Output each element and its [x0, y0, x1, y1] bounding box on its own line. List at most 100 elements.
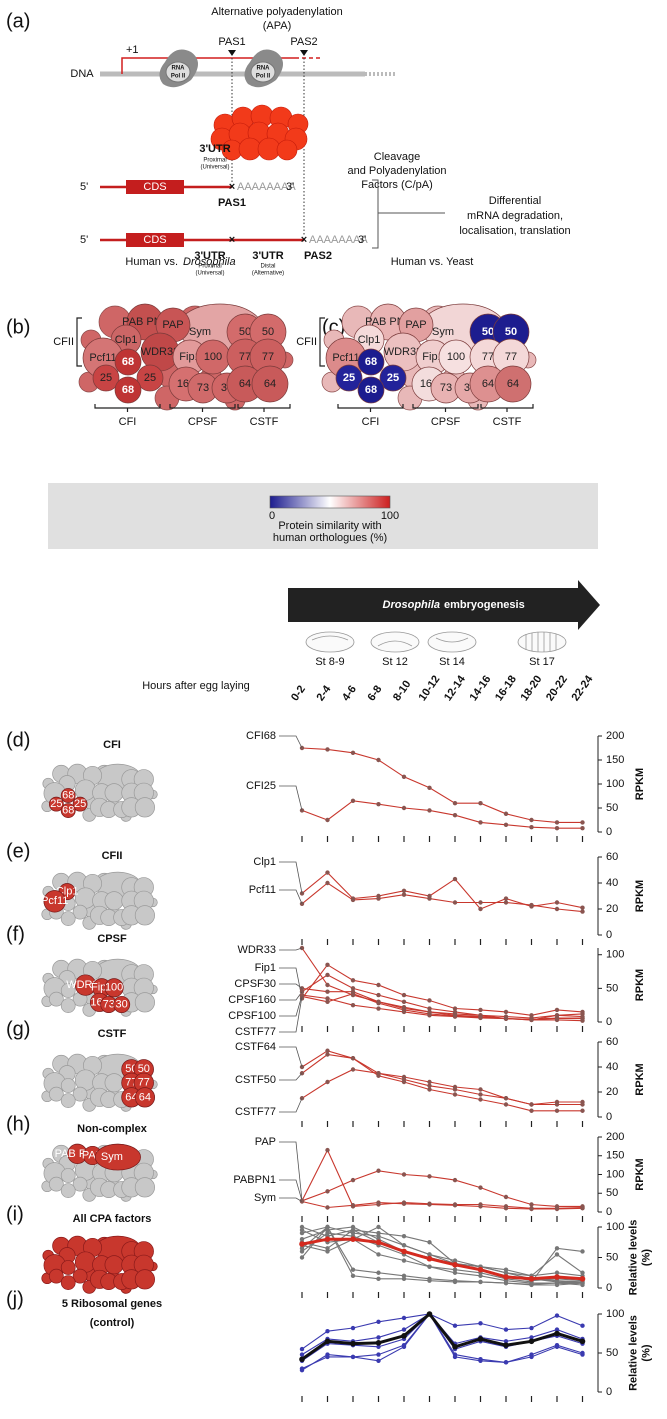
dna-label: DNA [70, 68, 94, 80]
series-line [301, 1313, 583, 1371]
data-point [503, 1102, 509, 1107]
data-point [325, 1328, 330, 1334]
data-point [529, 1335, 534, 1340]
data-point [529, 817, 534, 823]
panel-label: (j) [6, 1288, 24, 1310]
subunit-label: 50 [505, 326, 517, 338]
subunit-label: 100 [204, 351, 222, 363]
data-point [376, 1344, 381, 1349]
complex-label: CFII [53, 336, 74, 348]
data-point [325, 1052, 330, 1057]
data-point [478, 900, 483, 905]
title: Alternative polyadenylation [211, 6, 342, 18]
complex-label: CSTF [250, 416, 279, 428]
cleavage-mark: × [301, 234, 307, 246]
cartoon-subunit [104, 783, 124, 803]
y-tick-label: 40 [606, 1061, 618, 1073]
data-point [580, 1270, 585, 1275]
data-point [529, 1102, 534, 1107]
data-point [477, 1266, 484, 1273]
utr-note: Proximal [198, 264, 221, 270]
subunit-label: 77 [262, 351, 274, 363]
data-point [452, 876, 458, 882]
cartoon-label: Pcf11 [41, 895, 68, 907]
complex-subunit [494, 365, 532, 403]
series-label: WDR33 [237, 944, 276, 956]
cleavage-mark: × [229, 234, 235, 246]
series-line [301, 882, 583, 913]
cartoon-subunit [60, 1093, 76, 1108]
data-point [554, 1015, 560, 1021]
panel-title: Non-complex [77, 1123, 148, 1135]
data-point [325, 1205, 330, 1210]
cartoon-label: 25 [74, 798, 86, 810]
three-prime: 3' [358, 234, 366, 246]
hour-label: 16-18 [493, 673, 519, 703]
data-point [401, 999, 407, 1005]
cartoon-subunit [72, 1268, 88, 1284]
data-point [452, 1279, 458, 1285]
data-point [376, 1230, 381, 1236]
complex-subunit [379, 364, 407, 392]
series-line [301, 1226, 583, 1285]
data-point [529, 825, 534, 830]
cartoon-subunit [72, 1086, 88, 1102]
title: (APA) [263, 20, 292, 32]
outcome: localisation, translation [459, 225, 570, 237]
data-point [580, 1102, 585, 1107]
data-point [350, 978, 356, 983]
data-point [554, 1246, 560, 1251]
pas-label: PAS1 [218, 36, 245, 48]
panel-title: All CPA factors [73, 1213, 152, 1225]
colorbar-label: human orthologues (%) [273, 532, 387, 544]
data-point [427, 1264, 432, 1269]
cartoon-subunit [60, 998, 76, 1013]
utr-note: Proximal [203, 158, 226, 164]
data-point [452, 1177, 458, 1183]
data-point [401, 1344, 407, 1349]
factors-label: Cleavage [374, 151, 420, 163]
data-point [401, 1243, 407, 1248]
cartoon-subunit [60, 1260, 76, 1275]
leader-line [279, 947, 303, 951]
data-point [503, 1194, 509, 1200]
data-point [580, 1323, 585, 1328]
data-point [299, 1346, 305, 1352]
data-point [350, 1067, 356, 1072]
hour-label: 2-4 [315, 683, 334, 704]
data-point [376, 1233, 381, 1239]
data-point [503, 1270, 509, 1275]
data-point [325, 1352, 330, 1357]
series-line [301, 1053, 583, 1112]
y-tick-label: 150 [606, 1150, 624, 1162]
cartoon-subunit [48, 1176, 64, 1192]
data-point [503, 822, 509, 827]
data-point [580, 820, 585, 825]
data-point [452, 1323, 458, 1328]
data-point [580, 1206, 585, 1211]
pol-label: RNA [172, 66, 186, 72]
data-point [427, 1240, 432, 1245]
data-point [350, 897, 356, 903]
data-point [350, 1177, 356, 1183]
subunit-label: 25 [343, 372, 355, 384]
data-point [376, 757, 381, 763]
cartoon-subunit [72, 1176, 88, 1192]
leader-line [279, 889, 303, 904]
y-tick-label: 100 [606, 1221, 624, 1233]
leader-line [279, 1197, 303, 1202]
data-point [325, 1230, 330, 1236]
data-point [554, 820, 560, 825]
series-line [301, 987, 583, 1019]
cds [126, 233, 184, 247]
series-line [301, 1148, 583, 1209]
y-tick-label: 50 [606, 1251, 618, 1263]
complex-subunit [114, 376, 142, 404]
subunit-label: Clp1 [115, 334, 138, 346]
data-point [478, 1279, 483, 1285]
data-point [299, 1249, 305, 1254]
cartoon-label: 64 [125, 1091, 137, 1103]
data-point [350, 986, 356, 991]
series-line [301, 1170, 583, 1207]
data-point [325, 996, 330, 1001]
